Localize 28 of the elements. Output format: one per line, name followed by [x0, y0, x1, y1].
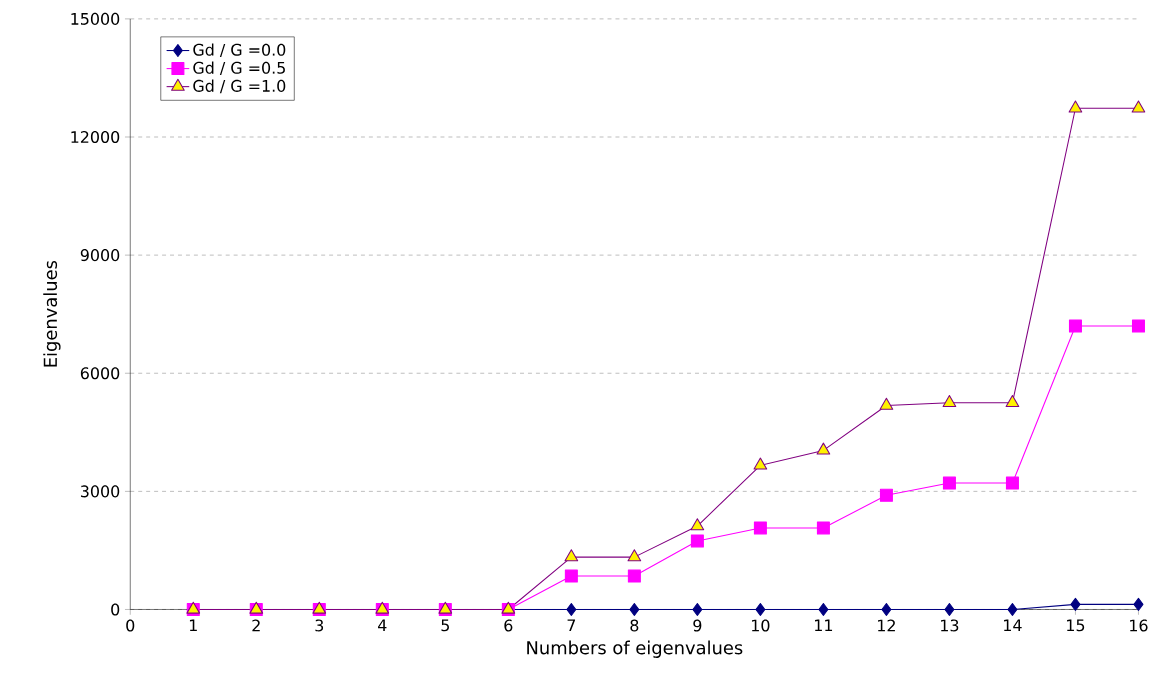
- y-tick-label: 3000: [80, 485, 120, 498]
- x-tick-label: 8: [630, 619, 639, 632]
- y-axis-title: Eigenvalues: [43, 260, 61, 367]
- x-tick-label: 13: [941, 619, 959, 632]
- x-tick-label: 3: [315, 619, 324, 632]
- x-tick-label: 7: [567, 619, 576, 632]
- legend-label: Gd / G =1.0: [193, 79, 286, 94]
- x-tick-label: 4: [378, 619, 387, 632]
- y-tick-label: 9000: [80, 249, 120, 262]
- x-tick-label: 10: [752, 619, 770, 632]
- x-tick-label: 1: [189, 619, 197, 632]
- x-axis-title: Numbers of eigenvalues: [527, 640, 743, 658]
- y-tick-label: 15000: [71, 12, 120, 25]
- x-tick-label: 12: [878, 619, 895, 632]
- x-tick-label: 2: [252, 619, 260, 632]
- x-tick-label: 5: [441, 619, 449, 632]
- x-tick-label: 11: [815, 619, 833, 632]
- legend-label: Gd / G =0.0: [193, 43, 286, 58]
- x-tick-label: 16: [1130, 619, 1148, 632]
- x-tick-label: 15: [1067, 619, 1085, 632]
- legend-label: Gd / G =0.5: [193, 61, 285, 76]
- x-tick-label: 14: [1004, 619, 1022, 632]
- y-tick-label: 0: [111, 603, 120, 616]
- x-tick-label: 6: [504, 619, 513, 632]
- x-tick-label: 0: [126, 619, 135, 632]
- y-tick-label: 6000: [80, 367, 120, 380]
- x-tick-label: 9: [693, 619, 702, 632]
- y-tick-label: 12000: [71, 130, 120, 144]
